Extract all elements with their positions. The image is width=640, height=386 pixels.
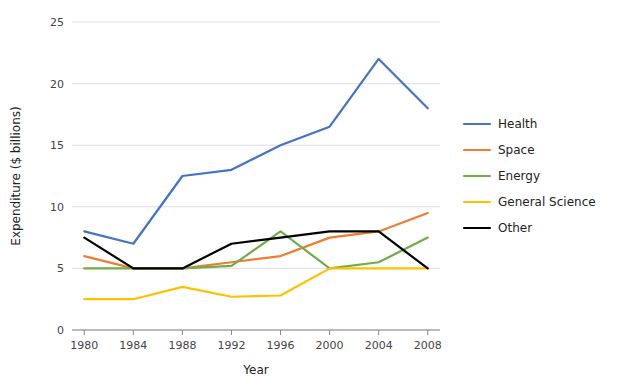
x-axis-line [72,330,440,331]
y-grid-line [72,83,440,84]
series-line [84,268,427,299]
x-tick-label: 1984 [119,339,147,352]
x-tick [182,330,183,335]
legend-swatch [464,149,490,151]
x-tick [133,330,134,335]
chart-container: 0 5 10 15 20 25 1980 1984 1988 1992 1996 2000 2004 20… [0,0,640,386]
legend-label: Other [498,221,532,235]
y-grid-line [72,330,440,331]
x-tick [329,330,330,335]
y-tick-label: 0 [57,324,64,337]
legend-label: Space [498,143,535,157]
x-tick-label: 1980 [70,339,98,352]
legend-swatch [464,175,490,177]
series-line [84,59,427,244]
series-line [84,231,427,268]
series-line [84,213,427,268]
grid [72,22,440,330]
x-tick [280,330,281,335]
x-tick [378,330,379,335]
legend-swatch [464,227,490,229]
x-tick-label: 1996 [267,339,295,352]
x-tick [427,330,428,335]
x-tick [231,330,232,335]
y-tick-label: 5 [57,262,64,275]
legend-swatch [464,123,490,125]
y-tick-label: 25 [50,16,64,29]
y-grid-line [72,22,440,23]
x-axis-title: Year [242,363,268,377]
x-tick [84,330,85,335]
y-tick-label: 10 [50,201,64,214]
legend-swatch [464,201,490,203]
series-line [84,231,427,268]
legend-label: Energy [498,169,540,183]
chart-svg: 0 5 10 15 20 25 1980 1984 1988 1992 1996 2000 2004 20… [0,0,640,386]
x-tick-label: 1992 [217,339,245,352]
x-tick-label: 2000 [316,339,344,352]
x-tick-label: 2004 [365,339,393,352]
legend-label: General Science [498,195,596,209]
y-tick-label: 15 [50,139,64,152]
y-grid-line [72,206,440,207]
x-tick-label: 1988 [168,339,196,352]
legend-label: Health [498,117,537,131]
x-tick-label: 2008 [414,339,442,352]
y-grid-line [72,145,440,146]
y-tick-label: 20 [50,78,64,91]
series-lines [84,59,427,299]
legend: Health Space Energy General Science Other [464,117,596,235]
y-axis-title: Expenditure ($ billions) [9,106,23,245]
